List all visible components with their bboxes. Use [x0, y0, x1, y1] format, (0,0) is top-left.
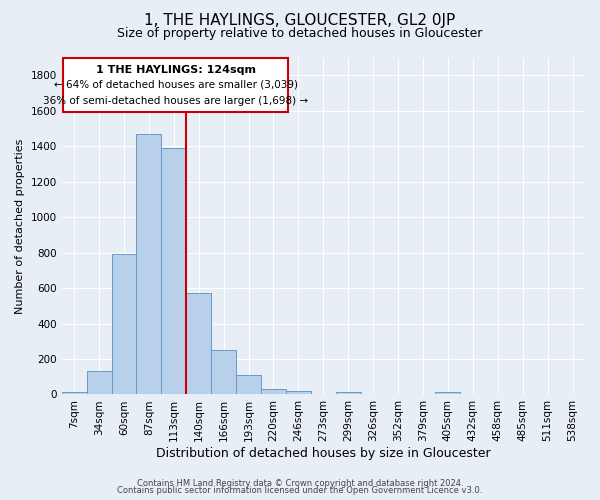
Bar: [136, 134, 161, 394]
Text: Contains public sector information licensed under the Open Government Licence v3: Contains public sector information licen…: [118, 486, 482, 495]
FancyBboxPatch shape: [63, 58, 289, 112]
Bar: [261, 389, 286, 394]
Text: Contains HM Land Registry data © Crown copyright and database right 2024.: Contains HM Land Registry data © Crown c…: [137, 478, 463, 488]
Bar: [286, 391, 311, 394]
Bar: [211, 350, 236, 395]
Bar: [236, 375, 261, 394]
X-axis label: Distribution of detached houses by size in Gloucester: Distribution of detached houses by size …: [156, 447, 491, 460]
Y-axis label: Number of detached properties: Number of detached properties: [15, 138, 25, 314]
Text: 1, THE HAYLINGS, GLOUCESTER, GL2 0JP: 1, THE HAYLINGS, GLOUCESTER, GL2 0JP: [145, 12, 455, 28]
Bar: [336, 392, 361, 394]
Text: ← 64% of detached houses are smaller (3,039): ← 64% of detached houses are smaller (3,…: [53, 80, 298, 90]
Bar: [112, 254, 136, 394]
Text: Size of property relative to detached houses in Gloucester: Size of property relative to detached ho…: [118, 28, 482, 40]
Bar: [186, 294, 211, 394]
Bar: [436, 392, 460, 394]
Bar: [62, 392, 86, 394]
Bar: [161, 148, 186, 394]
Text: 1 THE HAYLINGS: 124sqm: 1 THE HAYLINGS: 124sqm: [95, 66, 256, 76]
Bar: [86, 372, 112, 394]
Text: 36% of semi-detached houses are larger (1,698) →: 36% of semi-detached houses are larger (…: [43, 96, 308, 106]
